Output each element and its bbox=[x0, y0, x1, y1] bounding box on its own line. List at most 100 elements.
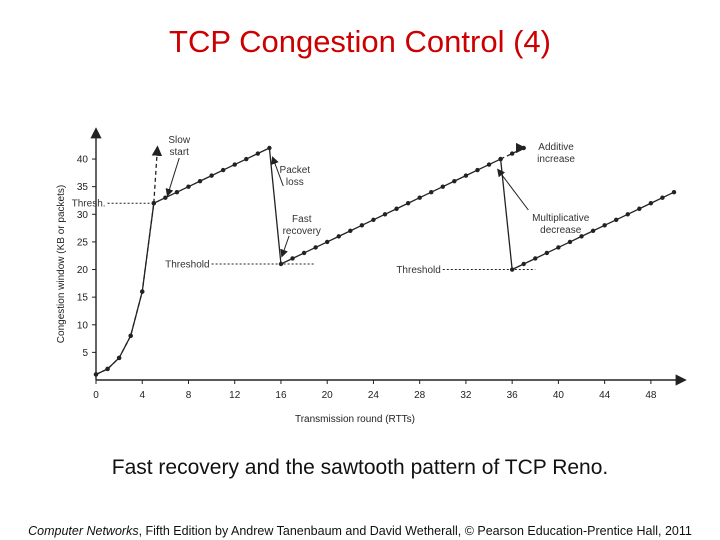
data-point bbox=[348, 228, 353, 234]
data-point bbox=[371, 217, 376, 223]
data-point bbox=[105, 366, 110, 372]
data-point bbox=[244, 156, 249, 162]
x-tick-label: 8 bbox=[186, 390, 192, 401]
annotation-text: loss bbox=[286, 177, 304, 188]
data-point bbox=[336, 234, 341, 239]
data-point bbox=[290, 256, 295, 261]
data-point bbox=[637, 206, 642, 211]
data-point bbox=[625, 212, 630, 217]
series-line-dashed bbox=[95, 145, 163, 376]
x-tick-label: 48 bbox=[645, 390, 657, 401]
annotation-leader bbox=[497, 168, 529, 211]
data-point bbox=[521, 261, 526, 267]
data-point bbox=[220, 167, 226, 173]
x-axis-title: Transmission round (RTTs) bbox=[295, 414, 415, 425]
data-point bbox=[359, 223, 365, 228]
x-tick-label: 4 bbox=[139, 390, 145, 401]
data-point bbox=[209, 173, 214, 178]
series-line-dashed bbox=[500, 146, 527, 160]
y-tick-label: 20 bbox=[77, 265, 89, 276]
y-tick-label: 10 bbox=[77, 320, 89, 331]
data-point bbox=[128, 333, 133, 339]
annotation-text: Slow bbox=[168, 135, 190, 146]
y-tick-label: 5 bbox=[82, 348, 88, 359]
annotation-text: Multiplicative bbox=[532, 213, 590, 224]
annotation-text: Fast bbox=[292, 214, 312, 225]
data-point bbox=[278, 261, 284, 267]
threshold-label: Thresh. bbox=[72, 199, 106, 210]
x-tick-label: 12 bbox=[229, 390, 241, 401]
x-tick-label: 36 bbox=[507, 390, 519, 401]
data-point bbox=[394, 206, 399, 211]
data-point bbox=[463, 173, 469, 178]
annotation-text: decrease bbox=[540, 225, 582, 236]
x-tick-label: 32 bbox=[460, 390, 472, 401]
x-tick-label: 40 bbox=[553, 390, 565, 401]
data-point bbox=[440, 184, 445, 189]
data-point bbox=[498, 156, 503, 162]
data-point bbox=[509, 151, 515, 156]
data-point bbox=[660, 195, 665, 200]
annotation-text: increase bbox=[537, 154, 575, 165]
data-point bbox=[429, 189, 434, 195]
data-point bbox=[475, 167, 480, 173]
data-point bbox=[197, 178, 203, 184]
annotation-leader bbox=[280, 235, 290, 258]
data-point bbox=[325, 239, 330, 245]
data-point bbox=[521, 145, 526, 151]
data-point bbox=[648, 201, 654, 206]
x-tick-label: 20 bbox=[322, 390, 334, 401]
data-point bbox=[509, 267, 515, 272]
congestion-window-chart: 0 4 8 12 16 20 24 28 32 36 40 44 48510152025303540Tr… bbox=[56, 127, 687, 425]
data-point bbox=[255, 151, 261, 156]
data-point bbox=[602, 223, 607, 228]
data-point bbox=[140, 289, 145, 294]
data-point bbox=[301, 250, 307, 256]
data-point bbox=[544, 250, 550, 256]
y-tick-label: 30 bbox=[77, 210, 89, 221]
data-point bbox=[486, 162, 492, 167]
data-point bbox=[116, 355, 122, 361]
data-point bbox=[567, 239, 573, 245]
annotation-leader bbox=[271, 156, 284, 187]
data-point bbox=[452, 178, 457, 184]
citation-footer: Computer Networks, Fifth Edition by Andr… bbox=[0, 524, 720, 538]
x-tick-label: 24 bbox=[368, 390, 380, 401]
data-point bbox=[671, 189, 677, 195]
annotation-text: Packet bbox=[280, 165, 311, 176]
data-point bbox=[174, 189, 180, 195]
data-point bbox=[232, 162, 237, 167]
data-point bbox=[533, 256, 538, 261]
data-point bbox=[405, 201, 411, 206]
y-axis-title: Congestion window (KB or packets) bbox=[56, 185, 67, 343]
annotation-text: start bbox=[170, 147, 190, 158]
data-point bbox=[382, 212, 388, 217]
x-tick-label: 0 bbox=[93, 390, 99, 401]
annotation-leader bbox=[165, 157, 180, 197]
x-tick-label: 28 bbox=[414, 390, 426, 401]
annotation-text: recovery bbox=[283, 226, 321, 237]
data-point bbox=[267, 145, 272, 151]
data-point bbox=[186, 184, 191, 189]
y-tick-label: 15 bbox=[77, 293, 89, 304]
data-point bbox=[590, 228, 596, 234]
data-point bbox=[614, 217, 619, 223]
threshold-label: Threshold bbox=[165, 260, 209, 271]
y-tick-label: 40 bbox=[77, 155, 89, 166]
data-point bbox=[417, 195, 422, 200]
figure-caption: Fast recovery and the sawtooth pattern o… bbox=[111, 456, 609, 479]
data-point bbox=[579, 234, 584, 239]
data-point bbox=[556, 245, 561, 250]
data-point bbox=[313, 245, 318, 250]
chart-container: 0 4 8 12 16 20 24 28 32 36 40 44 48 5 10 15 20 25 30 35 40 Tr… bbox=[50, 118, 690, 433]
y-tick-label: 35 bbox=[77, 182, 89, 193]
footer-credits: , Fifth Edition by Andrew Tanenbaum and … bbox=[138, 524, 692, 538]
data-point bbox=[93, 372, 99, 377]
footer-book-title: Computer Networks bbox=[28, 524, 139, 538]
annotation-text: Additive bbox=[538, 142, 574, 153]
x-tick-label: 16 bbox=[275, 390, 287, 401]
x-tick-label: 44 bbox=[599, 390, 611, 401]
slide-title: TCP Congestion Control (4) bbox=[169, 24, 551, 59]
y-tick-label: 25 bbox=[77, 237, 89, 248]
data-point bbox=[151, 201, 156, 206]
